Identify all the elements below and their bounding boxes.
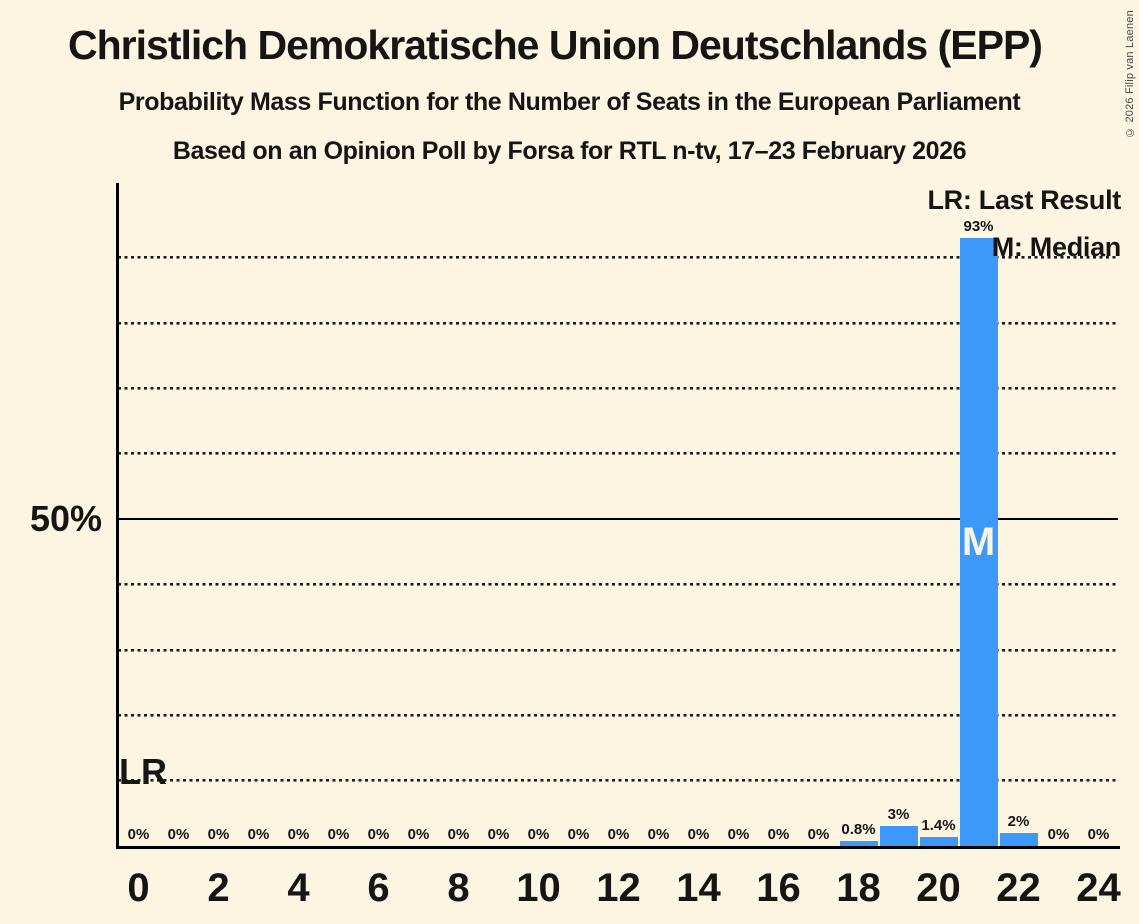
bar-value-label-seat-19: 3% xyxy=(887,806,910,823)
y-axis-label-50pct: 50% xyxy=(29,498,102,539)
bar-value-label-seat-21: 93% xyxy=(963,218,994,235)
bar-value-label-seat-12: 0% xyxy=(607,826,630,843)
x-tick-label-4: 4 xyxy=(287,866,310,910)
bar-value-label-seat-1: 0% xyxy=(167,826,190,843)
bar-value-label-seat-8: 0% xyxy=(447,826,470,843)
chart-source-line: Based on an Opinion Poll by Forsa for RT… xyxy=(172,137,967,165)
x-tick-label-18: 18 xyxy=(836,866,881,910)
gridline-10pct xyxy=(118,779,1118,783)
gridline-70pct xyxy=(118,386,1118,390)
y-axis-line xyxy=(116,183,119,849)
x-tick-label-8: 8 xyxy=(447,866,470,910)
bar-value-label-seat-13: 0% xyxy=(647,826,670,843)
gridline-30pct xyxy=(118,648,1118,652)
gridline-40pct xyxy=(118,583,1118,587)
bar-value-label-seat-22: 2% xyxy=(1007,813,1030,830)
gridline-50pct-solid xyxy=(118,517,1118,521)
bar-value-label-seat-6: 0% xyxy=(367,826,390,843)
bar-value-label-seat-4: 0% xyxy=(287,826,310,843)
bar-value-label-seat-2: 0% xyxy=(207,826,230,843)
bar-value-label-seat-23: 0% xyxy=(1047,826,1070,843)
x-tick-label-6: 6 xyxy=(367,866,390,910)
bar-value-label-seat-20: 1.4% xyxy=(921,817,956,834)
x-tick-label-20: 20 xyxy=(916,866,961,910)
median-marker: M xyxy=(961,520,996,564)
bar-value-label-seat-3: 0% xyxy=(247,826,270,843)
gridline-80pct xyxy=(118,321,1118,325)
legend-median: M: Median xyxy=(991,232,1122,262)
x-tick-label-0: 0 xyxy=(127,866,150,910)
bar-value-label-seat-24: 0% xyxy=(1087,826,1110,843)
x-axis-line xyxy=(116,846,1120,849)
x-tick-label-22: 22 xyxy=(996,866,1041,910)
bar-seat-22 xyxy=(999,833,1038,846)
x-tick-label-12: 12 xyxy=(596,866,641,910)
bar-value-label-seat-11: 0% xyxy=(567,826,590,843)
bar-seat-21 xyxy=(959,238,998,846)
gridline-90pct xyxy=(118,256,1118,260)
bar-seat-19 xyxy=(879,826,918,846)
bar-value-label-seat-9: 0% xyxy=(487,826,510,843)
bar-value-label-seat-0: 0% xyxy=(127,826,150,843)
x-tick-label-14: 14 xyxy=(676,866,721,910)
x-tick-label-24: 24 xyxy=(1076,866,1121,910)
bar-seat-20 xyxy=(919,837,958,846)
x-tick-label-2: 2 xyxy=(207,866,230,910)
bar-value-label-seat-16: 0% xyxy=(767,826,790,843)
bar-value-label-seat-14: 0% xyxy=(687,826,710,843)
x-tick-label-16: 16 xyxy=(756,866,801,910)
bar-value-label-seat-10: 0% xyxy=(527,826,550,843)
gridline-60pct xyxy=(118,452,1118,456)
bar-value-label-seat-18: 0.8% xyxy=(841,821,876,838)
bar-value-label-seat-15: 0% xyxy=(727,826,750,843)
bar-value-label-seat-17: 0% xyxy=(807,826,830,843)
last-result-annotation: LR xyxy=(119,751,167,792)
legend-last-result: LR: Last Result xyxy=(927,185,1121,215)
bar-value-label-seat-7: 0% xyxy=(407,826,430,843)
chart-subtitle: Probability Mass Function for the Number… xyxy=(118,88,1021,116)
x-tick-label-10: 10 xyxy=(516,866,561,910)
bar-value-label-seat-5: 0% xyxy=(327,826,350,843)
gridline-20pct xyxy=(118,713,1118,717)
chart-title: Christlich Demokratische Union Deutschla… xyxy=(68,22,1043,68)
bar-seat-18 xyxy=(839,841,878,846)
